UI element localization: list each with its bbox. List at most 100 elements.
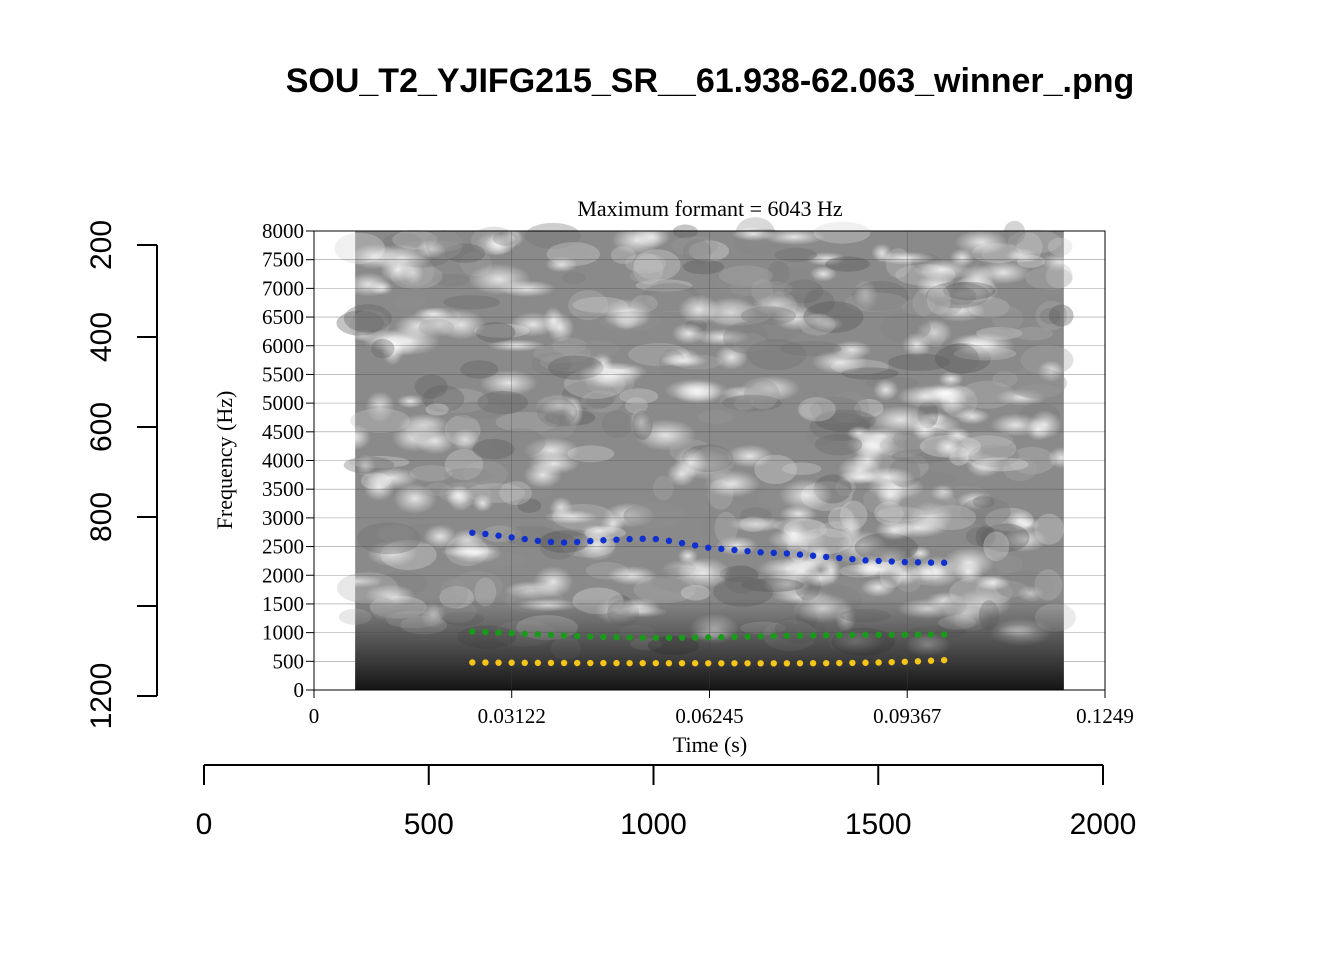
- spectrogram-blob: [539, 531, 578, 560]
- point-F2: [521, 630, 528, 637]
- spectrogram-blob: [380, 257, 416, 283]
- spectrogram-blob: [1025, 266, 1073, 290]
- point-F1: [508, 659, 515, 666]
- spectrogram-blob: [680, 585, 711, 601]
- x-tick-label: 0: [309, 704, 320, 728]
- spectrogram-blob: [844, 292, 908, 313]
- spectrogram-blob: [533, 343, 592, 364]
- point-F2: [469, 628, 476, 635]
- point-F3: [757, 549, 764, 556]
- spectrogram-blob: [653, 475, 674, 501]
- spectrogram-blob: [676, 557, 732, 589]
- y-tick-label: 500: [273, 649, 305, 673]
- outer-left-tick-label: 600: [85, 402, 118, 452]
- spectrogram-blob: [779, 518, 807, 549]
- spectrogram-blob: [839, 514, 863, 542]
- spectrogram-blob: [360, 405, 407, 418]
- spectrogram-blob: [814, 434, 863, 456]
- spectrogram-blob: [1045, 263, 1073, 289]
- spectrogram-blob: [487, 525, 522, 542]
- point-F3: [940, 559, 948, 566]
- spectrogram-blob: [891, 449, 951, 464]
- point-F2: [927, 631, 935, 638]
- spectrogram-blob: [682, 259, 725, 275]
- spectrogram-blob: [740, 306, 797, 326]
- spectrogram-blob: [600, 298, 652, 331]
- spectrogram-blob: [350, 408, 410, 433]
- spectrogram-blob: [772, 304, 818, 331]
- spectrogram-blob: [714, 511, 738, 544]
- point-F1: [613, 659, 620, 667]
- spectrogram-blob: [562, 271, 587, 284]
- point-F2: [940, 631, 948, 638]
- spectrogram-blob: [739, 516, 767, 532]
- spectrogram-blob: [889, 563, 920, 586]
- point-F3: [626, 535, 633, 543]
- spectrogram-blob: [980, 523, 1030, 553]
- point-F1: [822, 659, 830, 667]
- spectrogram-blob: [727, 516, 785, 533]
- point-F1: [862, 659, 869, 666]
- outer-left-tick-label: 800: [85, 492, 118, 542]
- y-tick-label: 7000: [262, 276, 304, 300]
- spectrogram-blob: [393, 483, 437, 514]
- point-F1: [718, 660, 725, 667]
- outer-left-tick-label: 200: [85, 220, 118, 270]
- point-F2: [849, 631, 856, 639]
- y-axis-label: Frequency (Hz): [212, 391, 237, 530]
- spectrogram-blob: [346, 272, 391, 297]
- spectrogram-blob: [902, 332, 932, 358]
- spectrogram-blob: [543, 510, 598, 524]
- spectrogram-blob: [546, 312, 575, 343]
- point-F2: [705, 634, 712, 641]
- spectrogram-blob: [380, 539, 437, 570]
- y-tick-label: 4000: [262, 449, 304, 473]
- point-F1: [783, 660, 791, 667]
- formant-series: [469, 529, 948, 667]
- point-F1: [770, 660, 777, 667]
- point-F1: [940, 656, 948, 664]
- point-F3: [547, 538, 555, 546]
- spectrogram-blob: [751, 279, 774, 303]
- spectrogram-blob: [975, 574, 1011, 591]
- spectrogram-blob: [492, 231, 518, 246]
- spectrogram-blob: [607, 565, 658, 586]
- spectrogram-blob: [935, 387, 969, 414]
- spectrogram-blob: [537, 397, 578, 428]
- spectrogram-blob: [958, 435, 1017, 462]
- spectrogram-blob: [1006, 510, 1034, 531]
- spectrogram-blob: [625, 253, 667, 274]
- spectrogram-blob: [698, 519, 720, 536]
- spectrogram-blob: [968, 444, 1020, 468]
- point-F3: [639, 535, 646, 543]
- spectrogram-blob: [825, 256, 870, 272]
- spectrogram-blob: [425, 403, 449, 416]
- spectrogram-blob: [462, 460, 508, 488]
- spectrogram-blob: [534, 410, 577, 440]
- spectrogram-blob: [796, 528, 853, 555]
- spectrogram-blob: [671, 236, 719, 257]
- spectrogram-blob: [799, 314, 836, 336]
- spectrogram-blob: [577, 340, 620, 358]
- point-F1: [914, 658, 922, 665]
- spectrogram-blob: [659, 353, 708, 368]
- point-F1: [587, 659, 594, 667]
- point-F1: [495, 659, 502, 666]
- y-tick-label: 0: [294, 678, 305, 702]
- spectrogram-blob: [623, 505, 653, 527]
- spectrogram-blob: [762, 228, 826, 245]
- spectrogram-blob: [779, 479, 833, 511]
- point-F3: [796, 551, 804, 558]
- spectrogram-blob: [1047, 237, 1073, 256]
- spectrogram-blob: [722, 322, 769, 354]
- spectrogram-blob: [365, 391, 395, 423]
- point-F1: [901, 658, 909, 665]
- spectrogram-blob: [362, 329, 414, 351]
- spectrogram-blob: [339, 423, 371, 451]
- point-F2: [547, 631, 555, 639]
- point-F3: [822, 553, 830, 561]
- spectrogram-blob: [726, 444, 774, 468]
- spectrogram-blob: [453, 401, 506, 420]
- spectrogram-blob: [568, 290, 609, 321]
- point-F3: [914, 559, 922, 566]
